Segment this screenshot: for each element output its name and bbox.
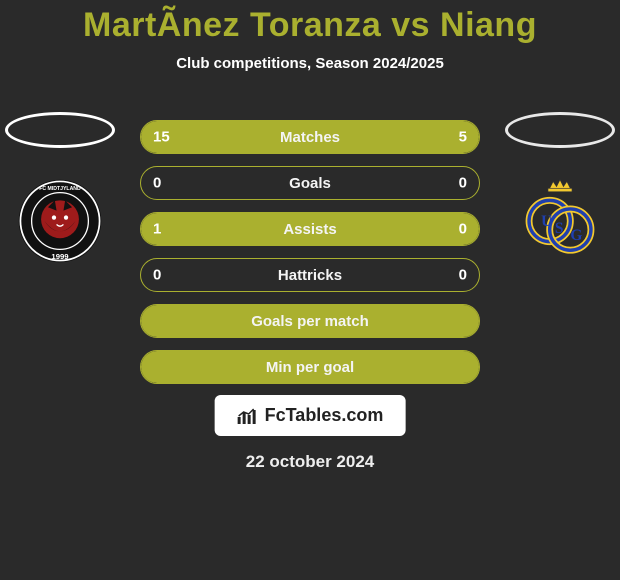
stat-label: Goals bbox=[289, 175, 331, 192]
stat-value-right: 5 bbox=[459, 129, 467, 146]
brand-footer[interactable]: FcTables.com bbox=[215, 395, 406, 436]
bar-fill-right bbox=[405, 213, 479, 245]
stat-value-left: 1 bbox=[153, 221, 161, 238]
stat-value-left: 15 bbox=[153, 129, 170, 146]
stat-bar: Goals per match bbox=[140, 304, 480, 338]
midtjylland-badge-icon: FC MIDTJYLAND 1999 bbox=[10, 178, 110, 264]
stat-value-left: 0 bbox=[153, 175, 161, 192]
stat-bar: 0 0 Hattricks bbox=[140, 258, 480, 292]
left-club-badge: FC MIDTJYLAND 1999 bbox=[10, 178, 110, 264]
stat-label: Min per goal bbox=[266, 359, 354, 376]
stat-bar: 15 5 Matches bbox=[140, 120, 480, 154]
badge-letter-u: U bbox=[541, 213, 552, 230]
stat-bars: 15 5 Matches 0 0 Goals 1 0 Assists 0 0 Hattricks Goa… bbox=[140, 120, 480, 396]
stat-value-right: 0 bbox=[459, 221, 467, 238]
stat-label: Hattricks bbox=[278, 267, 342, 284]
left-player-placeholder bbox=[5, 112, 115, 148]
badge-year: 1999 bbox=[51, 252, 69, 261]
chart-icon bbox=[237, 407, 259, 425]
bar-fill-left bbox=[141, 213, 405, 245]
stat-bar: Min per goal bbox=[140, 350, 480, 384]
bar-fill-left bbox=[141, 121, 395, 153]
stat-label: Goals per match bbox=[251, 313, 369, 330]
right-player-placeholder bbox=[505, 112, 615, 148]
right-player-column: U S G bbox=[500, 112, 620, 264]
stat-value-right: 0 bbox=[459, 267, 467, 284]
snapshot-date: 22 october 2024 bbox=[0, 452, 620, 472]
page-subtitle: Club competitions, Season 2024/2025 bbox=[0, 55, 620, 72]
stat-bar: 1 0 Assists bbox=[140, 212, 480, 246]
union-sg-badge-icon: U S G bbox=[510, 178, 610, 264]
badge-letter-s: S bbox=[555, 220, 564, 237]
right-club-badge: U S G bbox=[510, 178, 610, 264]
stat-label: Assists bbox=[283, 221, 336, 238]
page-title: MartÃnez Toranza vs Niang bbox=[0, 0, 620, 45]
brand-name: FcTables.com bbox=[265, 405, 384, 426]
stat-value-left: 0 bbox=[153, 267, 161, 284]
comparison-card: MartÃnez Toranza vs Niang Club competiti… bbox=[0, 0, 620, 580]
stat-bar: 0 0 Goals bbox=[140, 166, 480, 200]
left-player-column: FC MIDTJYLAND 1999 bbox=[0, 112, 120, 264]
badge-top-text: FC MIDTJYLAND bbox=[39, 186, 81, 192]
stat-value-right: 0 bbox=[459, 175, 467, 192]
stat-label: Matches bbox=[280, 129, 340, 146]
badge-letter-g: G bbox=[570, 227, 582, 244]
